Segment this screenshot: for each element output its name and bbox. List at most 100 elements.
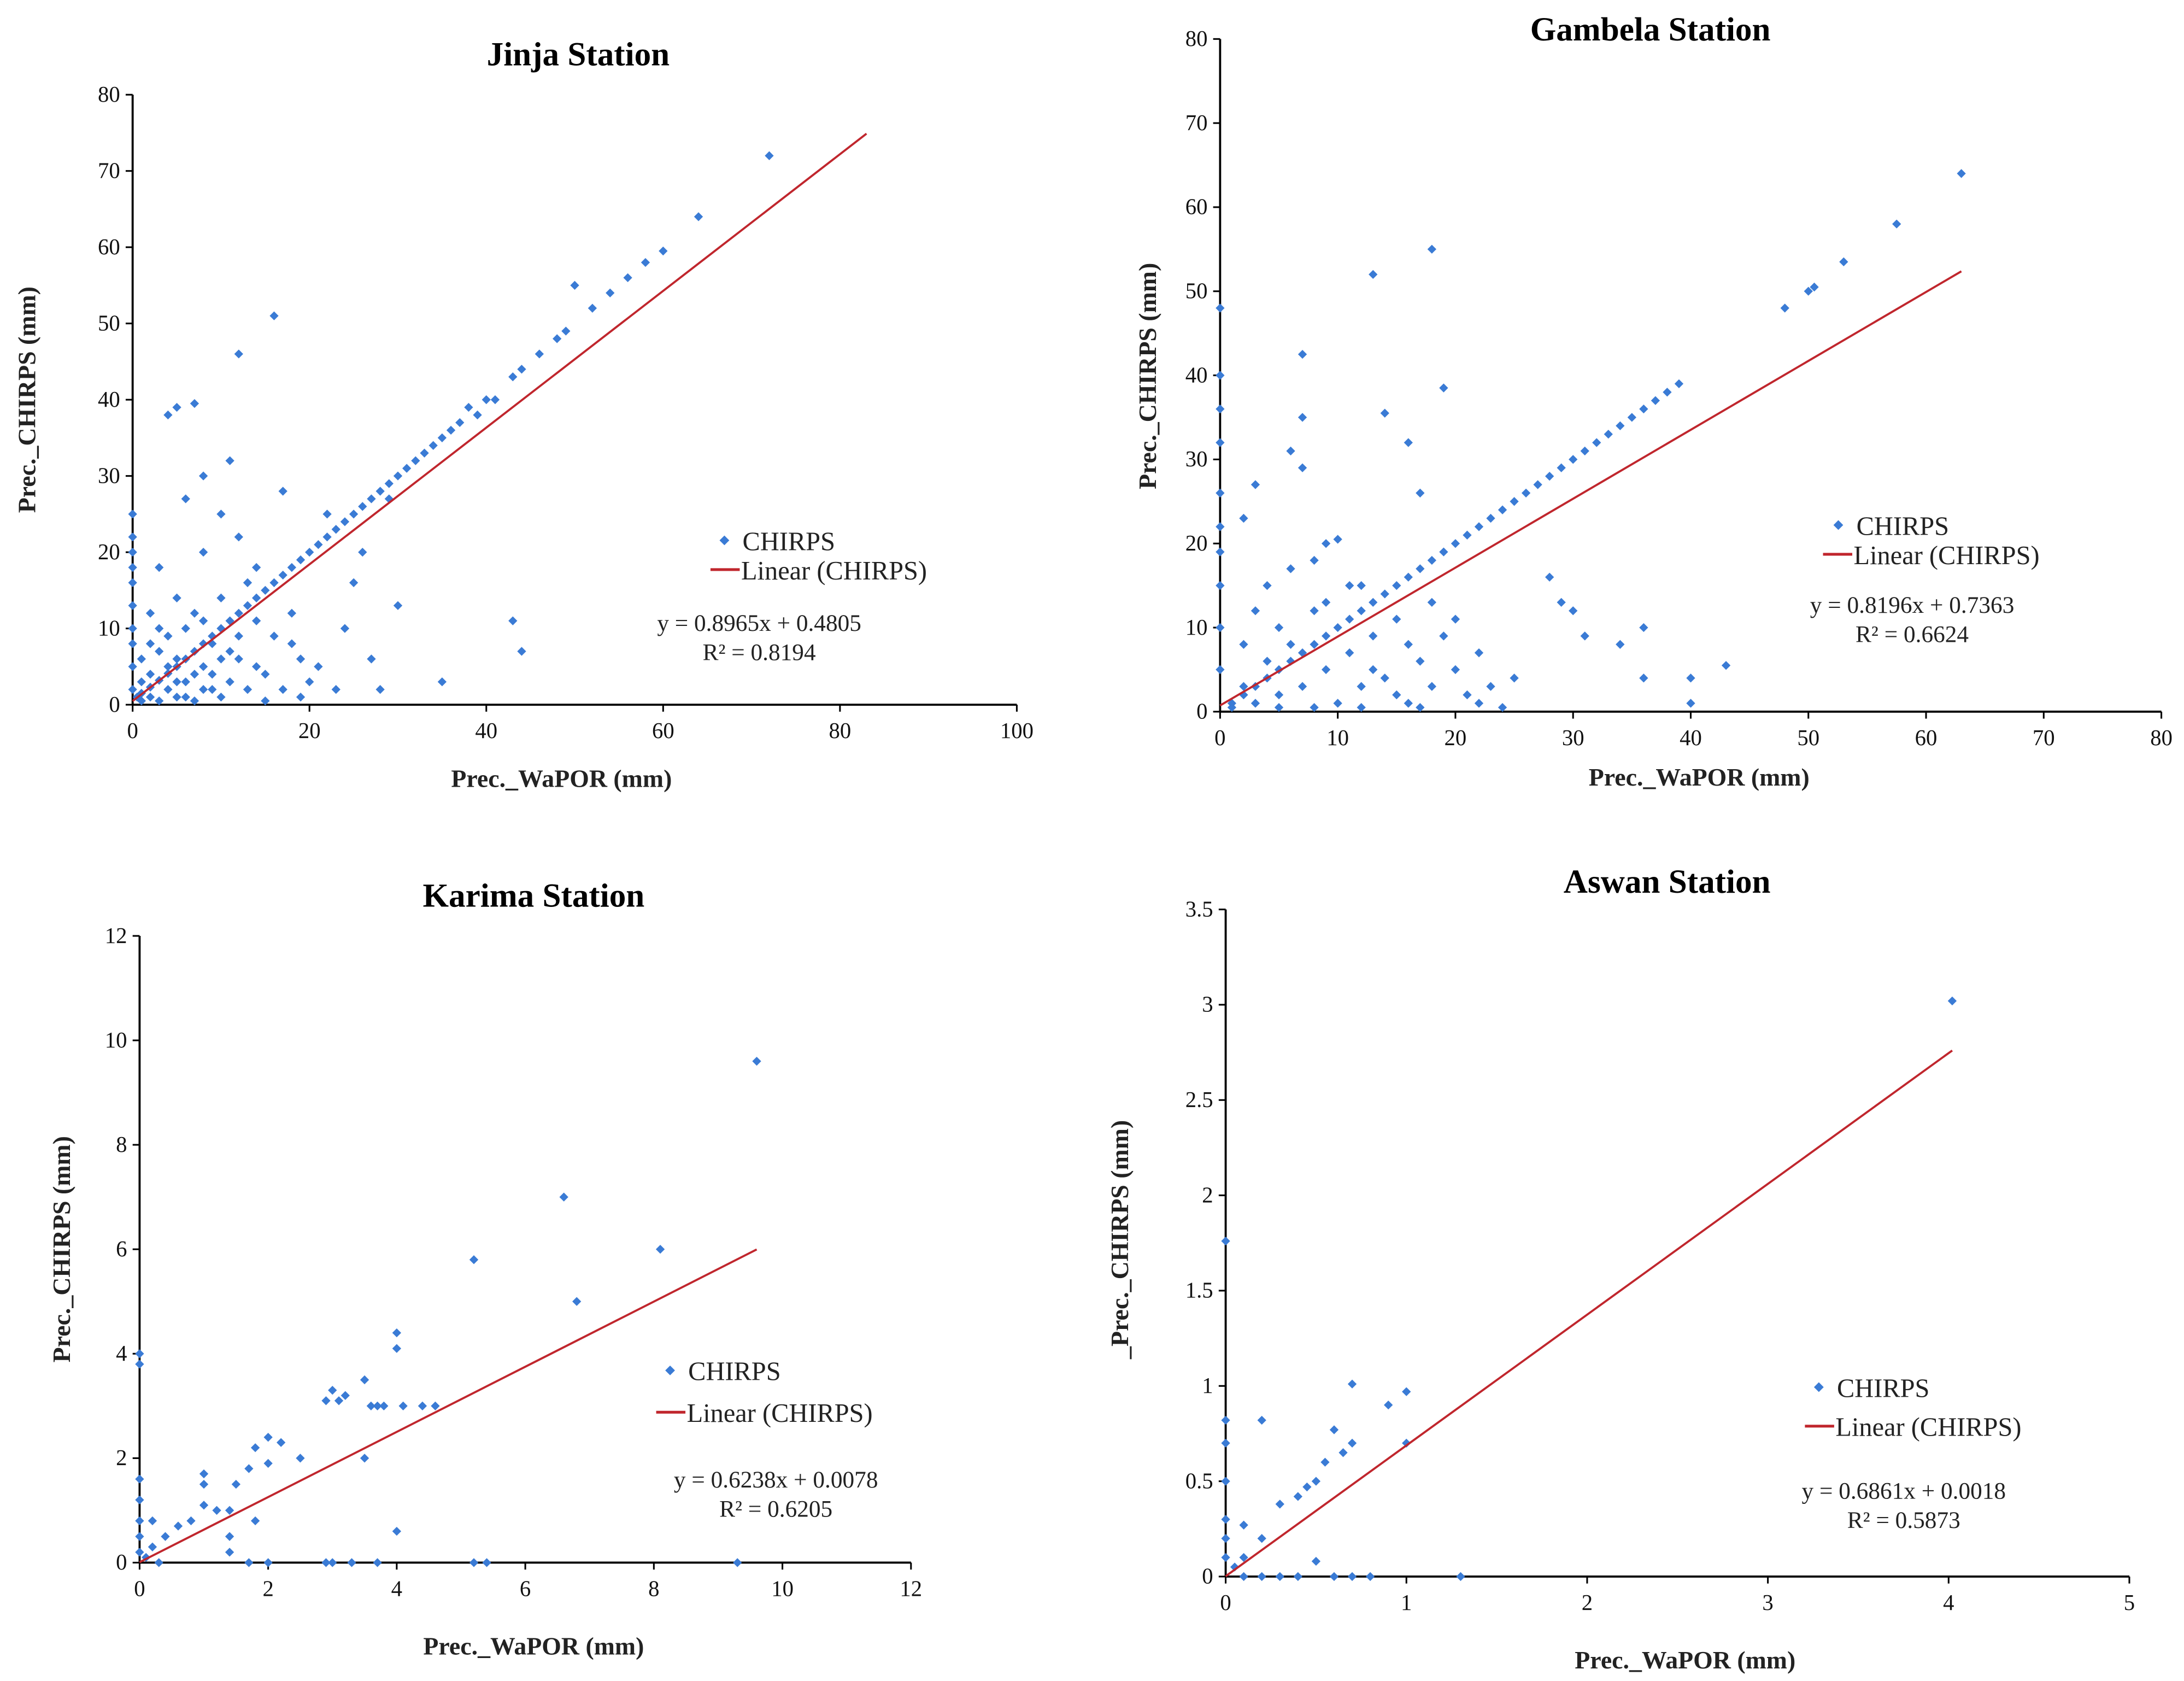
data-point xyxy=(1345,581,1354,590)
data-point xyxy=(1239,513,1248,523)
x-tick-label: 60 xyxy=(652,718,674,743)
y-tick-label: 30 xyxy=(1185,447,1208,471)
data-point xyxy=(588,303,597,313)
data-point xyxy=(135,1360,144,1369)
data-point xyxy=(1239,640,1248,649)
data-point xyxy=(411,456,420,465)
data-point xyxy=(535,349,544,359)
x-tick-label: 80 xyxy=(2150,725,2173,750)
data-point xyxy=(1627,413,1636,422)
data-point xyxy=(163,410,173,420)
data-point xyxy=(1333,623,1342,632)
data-point xyxy=(1338,1448,1348,1457)
data-point xyxy=(1557,598,1566,607)
data-point xyxy=(1321,539,1331,548)
data-point xyxy=(367,654,376,664)
legend-label-trend: Linear (CHIRPS) xyxy=(741,557,927,585)
data-point xyxy=(155,624,164,633)
y-tick-label: 50 xyxy=(1185,279,1208,303)
data-point xyxy=(1810,282,1819,292)
data-point xyxy=(340,517,350,526)
data-point xyxy=(1545,572,1554,582)
x-tick-label: 4 xyxy=(391,1577,402,1601)
data-point xyxy=(234,349,243,359)
data-point xyxy=(1380,673,1389,683)
data-point xyxy=(1347,1379,1357,1389)
data-point xyxy=(1404,572,1413,582)
data-point xyxy=(420,448,429,458)
data-point xyxy=(694,212,703,221)
x-tick-label: 1 xyxy=(1401,1590,1412,1615)
data-point xyxy=(641,257,650,267)
legend-label-series: CHIRPS xyxy=(1857,512,1949,541)
data-point xyxy=(469,1255,479,1264)
data-point xyxy=(1293,1572,1302,1582)
data-point xyxy=(1345,648,1354,658)
data-point xyxy=(1221,1534,1230,1543)
data-point xyxy=(752,1057,761,1066)
data-point xyxy=(135,1349,144,1358)
data-point xyxy=(1302,1482,1312,1492)
data-point xyxy=(1569,455,1578,464)
data-point xyxy=(216,654,226,664)
data-point xyxy=(263,1558,273,1567)
data-point xyxy=(243,685,253,694)
data-point xyxy=(199,1501,209,1510)
data-point xyxy=(373,1401,382,1410)
data-point xyxy=(1369,665,1378,675)
data-point xyxy=(181,693,190,702)
data-point xyxy=(1486,513,1495,523)
x-tick-label: 10 xyxy=(1326,725,1349,750)
data-point xyxy=(199,1469,209,1479)
legend-label-trend: Linear (CHIRPS) xyxy=(687,1399,873,1428)
data-point xyxy=(340,624,350,633)
trendline xyxy=(1225,1050,1953,1577)
data-point xyxy=(1257,1572,1266,1582)
x-tick-label: 2 xyxy=(262,1577,273,1601)
data-point xyxy=(570,280,579,290)
data-point xyxy=(1498,703,1507,712)
y-axis-label: Prec._CHIRPS (mm) xyxy=(1134,263,1161,489)
data-point xyxy=(349,578,359,588)
data-point xyxy=(367,494,376,503)
data-point xyxy=(1274,703,1284,712)
data-point xyxy=(431,1401,440,1410)
x-tick-label: 20 xyxy=(298,718,321,743)
data-point xyxy=(1380,589,1389,599)
data-point xyxy=(172,593,181,602)
data-point xyxy=(1721,661,1731,670)
y-tick-label: 0 xyxy=(1202,1564,1213,1589)
legend-label-series: CHIRPS xyxy=(688,1357,780,1386)
data-point xyxy=(1321,631,1331,641)
y-tick-label: 20 xyxy=(98,540,120,564)
data-point xyxy=(392,1526,402,1536)
data-point xyxy=(234,631,243,641)
data-point xyxy=(1402,1387,1411,1396)
data-point xyxy=(1557,463,1566,472)
x-tick-label: 8 xyxy=(648,1577,659,1601)
data-point xyxy=(1357,581,1366,590)
data-point xyxy=(244,1558,254,1567)
data-point xyxy=(269,578,279,588)
data-point xyxy=(1580,446,1589,456)
x-tick-label: 60 xyxy=(1915,725,1938,750)
data-point xyxy=(1216,665,1225,675)
data-point xyxy=(733,1558,742,1567)
data-point xyxy=(1439,631,1448,641)
data-point xyxy=(393,471,403,481)
x-tick-label: 0 xyxy=(127,718,138,743)
x-tick-label: 2 xyxy=(1582,1590,1593,1615)
data-point xyxy=(244,1464,254,1473)
data-point xyxy=(190,608,199,618)
data-point xyxy=(1365,1572,1375,1582)
legend-label-trend: Linear (CHIRPS) xyxy=(1854,541,2040,570)
data-point xyxy=(1357,606,1366,616)
data-point xyxy=(1275,1572,1284,1582)
data-point xyxy=(135,1474,144,1484)
data-point xyxy=(1427,244,1437,254)
data-point xyxy=(1239,1572,1248,1582)
y-tick-label: 0 xyxy=(1196,699,1207,724)
data-point xyxy=(331,525,340,534)
data-point xyxy=(296,654,306,664)
data-point xyxy=(154,1558,163,1567)
